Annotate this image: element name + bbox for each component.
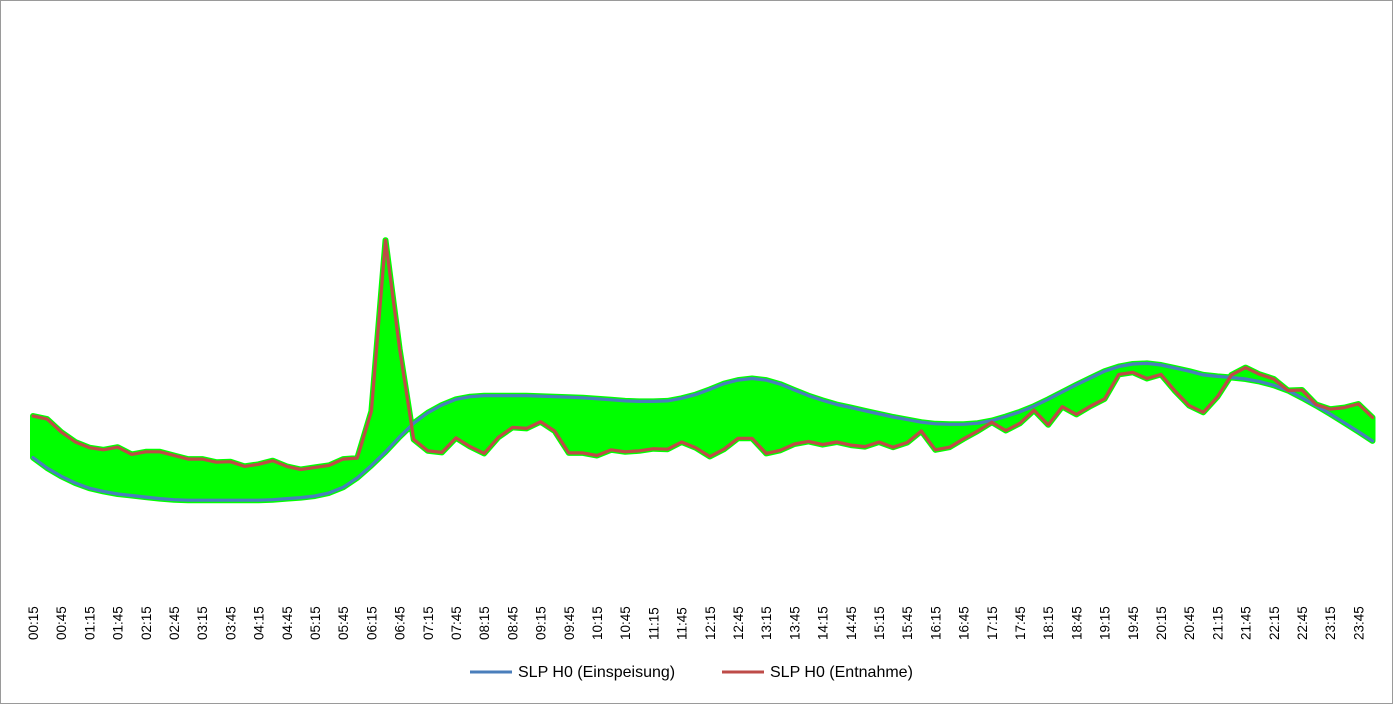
x-tick-label: 16:45 [957,606,972,640]
x-tick-label: 11:15 [646,607,661,640]
x-tick-label: 10:15 [590,606,605,640]
x-tick-label: 22:15 [1267,606,1282,640]
x-axis-tick-labels: 00:15 00:45 01:15 01:45 02:15 02:45 03:15 03:45… [26,606,1366,640]
x-tick-label: 12:45 [731,606,746,640]
x-tick-label: 02:45 [167,606,182,640]
x-tick-label: 00:45 [54,606,69,640]
x-tick-label: 03:15 [195,606,210,640]
x-tick-label: 21:45 [1239,606,1254,640]
x-tick-label: 19:15 [1098,606,1113,640]
x-tick-label: 13:15 [759,606,774,640]
legend-label-entnahme: SLP H0 (Entnahme) [770,664,913,681]
x-tick-label: 12:15 [703,606,718,640]
x-tick-label: 07:15 [421,606,436,640]
x-tick-label: 15:45 [900,606,915,640]
x-tick-label: 17:45 [1013,606,1028,640]
x-tick-label: 04:15 [252,606,267,640]
x-tick-label: 02:15 [139,606,154,640]
legend-label-einspeisung: SLP H0 (Einspeisung) [518,664,675,681]
x-tick-label: 08:45 [505,606,520,640]
series-line-entnahme [31,238,1375,472]
x-tick-label: 23:15 [1323,606,1338,640]
x-tick-label: 20:45 [1182,606,1197,640]
series-lines [31,238,1375,502]
x-tick-label: 08:15 [477,606,492,640]
x-tick-label: 15:15 [872,606,887,640]
x-tick-label: 16:15 [928,606,943,640]
x-tick-label: 23:45 [1351,606,1366,640]
x-tick-label: 05:45 [336,606,351,640]
x-tick-label: 03:45 [223,606,238,640]
x-tick-label: 05:15 [308,606,323,640]
x-tick-label: 09:45 [562,606,577,640]
x-tick-label: 09:15 [534,606,549,640]
x-tick-label: 17:15 [985,606,1000,640]
x-tick-label: 01:15 [82,606,97,640]
legend: SLP H0 (Einspeisung) SLP H0 (Entnahme) [470,664,913,681]
x-tick-label: 18:15 [1041,606,1056,640]
x-tick-label: 01:45 [111,606,126,640]
x-tick-label: 10:45 [618,606,633,640]
x-tick-label: 11:45 [675,607,690,640]
x-tick-label: 18:45 [1069,606,1084,640]
x-tick-label: 14:15 [816,606,831,640]
x-tick-label: 20:15 [1154,606,1169,640]
x-tick-label: 06:45 [393,606,408,640]
x-tick-label: 06:15 [364,606,379,640]
x-tick-label: 21:15 [1210,606,1225,640]
x-tick-label: 07:45 [449,606,464,640]
x-tick-label: 04:45 [280,606,295,640]
x-tick-label: 13:45 [787,606,802,640]
x-tick-label: 19:45 [1126,606,1141,640]
x-tick-label: 00:15 [26,606,41,640]
x-tick-label: 14:45 [844,606,859,640]
series-line-einspeisung [31,361,1375,502]
x-tick-label: 22:45 [1295,606,1310,640]
